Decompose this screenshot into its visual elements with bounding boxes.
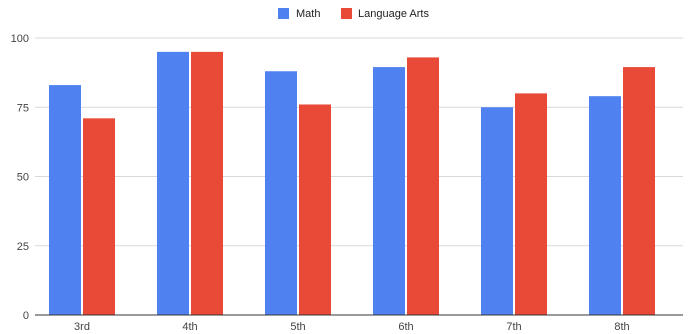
bar-language-arts-7th — [515, 93, 547, 316]
legend-label-language-arts: Language Arts — [358, 8, 429, 20]
bars — [49, 51, 655, 316]
x-axis-tick-labels: 3rd 4th 5th 6th 7th 8th — [74, 321, 630, 333]
y-tick-label: 0 — [23, 310, 29, 322]
x-tick-label: 4th — [182, 321, 197, 333]
bar-math-7th — [481, 107, 513, 315]
legend-label-math: Math — [296, 8, 320, 20]
x-tick-label: 5th — [290, 321, 305, 333]
bar-language-arts-3rd — [83, 118, 115, 315]
y-tick-label: 25 — [17, 241, 29, 253]
y-tick-label: 100 — [11, 33, 29, 45]
y-tick-label: 50 — [17, 172, 29, 184]
x-tick-label: 8th — [614, 321, 629, 333]
bar-math-4th — [157, 51, 189, 315]
bar-math-3rd — [49, 85, 81, 315]
y-tick-label: 75 — [17, 102, 29, 114]
x-tick-label: 6th — [398, 321, 413, 333]
bar-language-arts-5th — [299, 104, 331, 315]
legend: Math Language Arts — [278, 8, 429, 20]
bar-math-8th — [589, 96, 621, 315]
legend-swatch-language-arts — [341, 8, 352, 19]
bar-math-6th — [373, 67, 405, 316]
x-tick-label: 3rd — [74, 321, 90, 333]
y-axis-tick-labels: 0 25 50 75 100 — [11, 33, 29, 322]
bar-language-arts-8th — [623, 67, 655, 316]
legend-swatch-math — [278, 8, 289, 19]
bar-language-arts-6th — [407, 57, 439, 315]
x-tick-label: 7th — [506, 321, 521, 333]
bar-language-arts-4th — [191, 51, 223, 315]
bar-math-5th — [265, 71, 297, 316]
gridlines — [35, 37, 683, 247]
